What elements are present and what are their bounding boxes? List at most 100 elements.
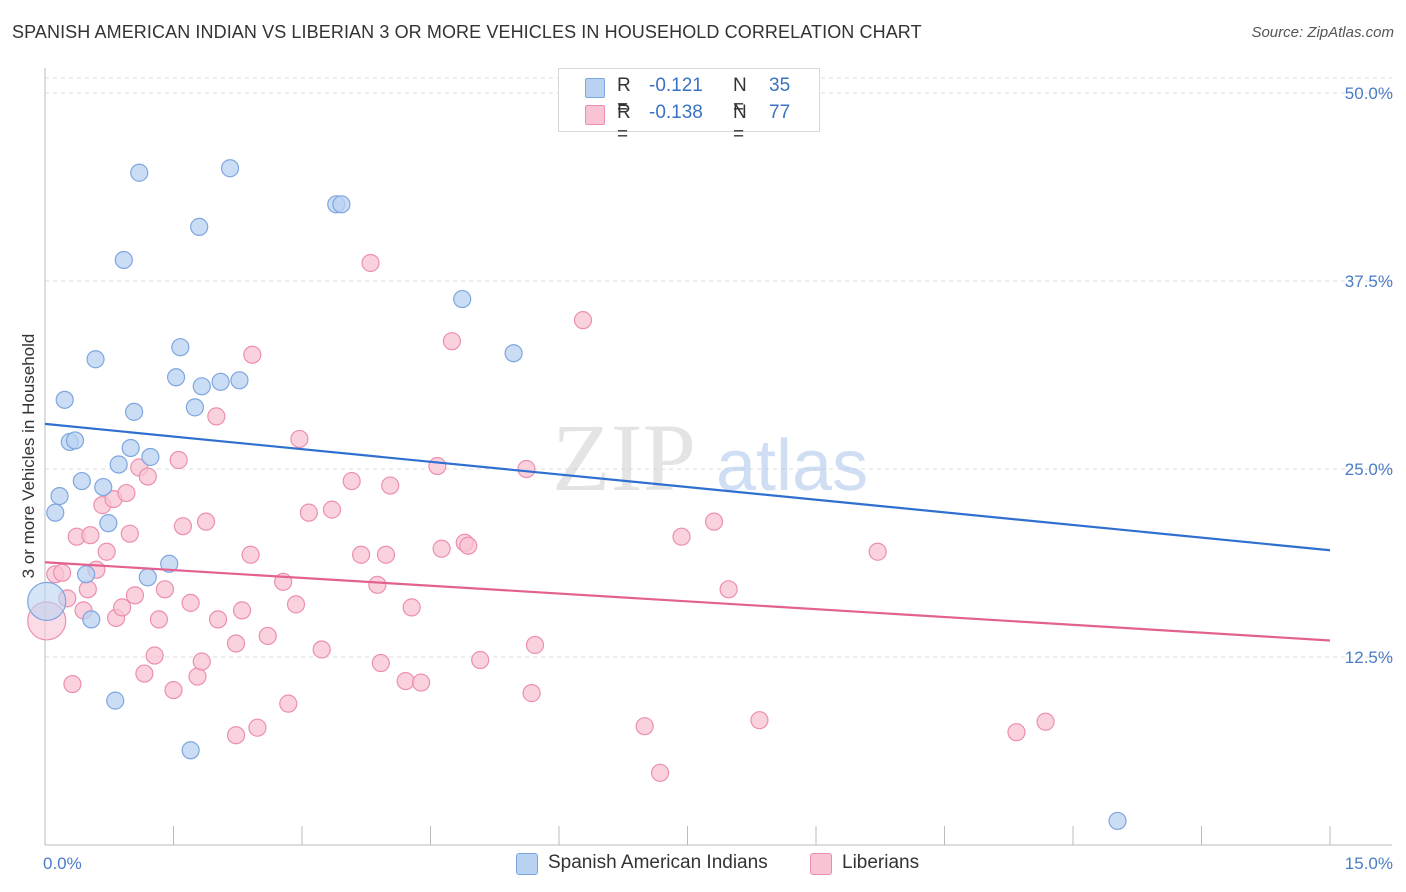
spanish-american-indians-point[interactable] xyxy=(86,350,105,369)
spanish-american-indians-point[interactable] xyxy=(141,447,160,467)
liberians-point[interactable] xyxy=(120,524,139,543)
spanish-american-indians-point[interactable] xyxy=(190,217,209,236)
liberians-point[interactable] xyxy=(164,680,183,700)
liberians-point[interactable] xyxy=(312,640,331,659)
liberians-point[interactable] xyxy=(522,684,541,703)
liberians-point[interactable] xyxy=(125,586,145,605)
liberians-point[interactable] xyxy=(1036,712,1055,731)
liberians-point[interactable] xyxy=(352,545,371,564)
liberians-point[interactable] xyxy=(155,580,175,599)
liberians-point[interactable] xyxy=(719,580,738,599)
liberians-point[interactable] xyxy=(750,711,769,730)
liberians-point[interactable] xyxy=(241,545,260,564)
spanish-american-indians-point[interactable] xyxy=(185,398,205,417)
liberians-point[interactable] xyxy=(258,626,277,646)
spanish-american-indians-point[interactable] xyxy=(124,402,144,421)
spanish-american-indians-point[interactable] xyxy=(77,565,96,584)
spanish-american-indians-point[interactable] xyxy=(166,368,186,387)
liberians-point[interactable] xyxy=(169,450,188,470)
liberians-point[interactable] xyxy=(650,763,670,782)
spanish-american-indians-point[interactable] xyxy=(220,159,240,178)
spanish-american-indians-point[interactable] xyxy=(192,377,211,396)
liberians-point[interactable] xyxy=(208,610,228,629)
liberians-point[interactable] xyxy=(361,253,380,273)
spanish-american-indians-point[interactable] xyxy=(109,455,128,474)
y-axis-label: 3 or more Vehicles in Household xyxy=(19,334,38,579)
liberians-point[interactable] xyxy=(207,407,226,426)
spanish-american-indians-point[interactable] xyxy=(94,477,113,497)
liberians-point[interactable] xyxy=(192,652,211,671)
liberians-point[interactable] xyxy=(226,634,246,653)
spanish-american-indians-point[interactable] xyxy=(332,195,351,214)
spanish-american-indians-point[interactable] xyxy=(1108,811,1127,831)
spanish-american-indians-point[interactable] xyxy=(121,438,140,458)
spanish-american-indians-point[interactable] xyxy=(50,486,69,506)
liberians-point[interactable] xyxy=(286,595,306,614)
liberians-point[interactable] xyxy=(290,429,309,449)
spanish-american-indians-point[interactable] xyxy=(130,163,149,182)
liberians-point[interactable] xyxy=(342,471,361,491)
liberians-point[interactable] xyxy=(81,526,100,545)
spanish-american-indians-point[interactable] xyxy=(230,371,249,390)
liberians-point[interactable] xyxy=(53,563,72,582)
source-credit[interactable]: Source: ZipAtlas.com xyxy=(1251,24,1394,41)
liberians-point[interactable] xyxy=(368,575,387,594)
spanish-american-indians-point[interactable] xyxy=(27,581,67,621)
liberians-point[interactable] xyxy=(149,610,169,629)
liberians-point[interactable] xyxy=(112,598,132,617)
liberians-point[interactable] xyxy=(117,483,136,503)
spanish-american-indians-point[interactable] xyxy=(99,514,118,533)
liberians-point[interactable] xyxy=(525,635,545,655)
liberians-point[interactable] xyxy=(672,527,691,546)
liberians-point[interactable] xyxy=(704,512,724,531)
liberians-point[interactable] xyxy=(868,542,887,561)
liberians-point[interactable] xyxy=(573,311,593,330)
liberians-point[interactable] xyxy=(1007,723,1026,742)
liberians-point[interactable] xyxy=(279,694,298,713)
liberians-point[interactable] xyxy=(322,500,342,519)
spanish-american-indians-point[interactable] xyxy=(55,390,74,409)
spanish-american-indians-point[interactable] xyxy=(46,503,65,522)
spanish-american-indians-point[interactable] xyxy=(181,741,200,760)
liberians-point[interactable] xyxy=(635,717,654,736)
liberians-point[interactable] xyxy=(173,517,193,536)
spanish-american-indians-point[interactable] xyxy=(453,289,472,309)
liberians-point[interactable] xyxy=(428,456,447,476)
liberians-point[interactable] xyxy=(376,545,396,564)
liberians-point[interactable] xyxy=(442,332,462,351)
liberians-point[interactable] xyxy=(97,542,116,561)
spanish-american-indians-point[interactable] xyxy=(138,568,157,587)
spanish-american-indians-point[interactable] xyxy=(211,372,230,391)
liberians-point[interactable] xyxy=(459,536,478,555)
liberians-point[interactable] xyxy=(145,646,164,665)
spanish-american-indians-point[interactable] xyxy=(504,344,523,363)
liberians-point[interactable] xyxy=(411,673,431,692)
spanish-american-indians-point[interactable] xyxy=(160,554,179,573)
liberians-point[interactable] xyxy=(232,601,252,620)
spanish-american-indians-point[interactable] xyxy=(82,610,101,629)
liberians-point[interactable] xyxy=(432,539,451,558)
spanish-american-indians-point[interactable] xyxy=(171,338,190,357)
spanish-american-indians-point[interactable] xyxy=(65,431,85,450)
liberians-point[interactable] xyxy=(381,476,400,495)
liberians-point[interactable] xyxy=(299,503,318,522)
liberians-point[interactable] xyxy=(396,671,415,691)
liberians-point[interactable] xyxy=(517,459,536,479)
liberians-point[interactable] xyxy=(402,598,421,617)
spanish-american-indians-point[interactable] xyxy=(114,250,133,270)
liberians-point[interactable] xyxy=(135,664,154,683)
spanish-american-indians-point[interactable] xyxy=(72,471,91,491)
liberians-point[interactable] xyxy=(471,650,490,670)
liberians-point[interactable] xyxy=(243,345,262,364)
spanish-american-indians-point[interactable] xyxy=(106,691,125,710)
liberians-point[interactable] xyxy=(196,512,216,531)
liberians-point[interactable] xyxy=(138,467,157,486)
liberians-point[interactable] xyxy=(371,653,390,673)
liberians-point[interactable] xyxy=(63,674,82,694)
liberians-point[interactable] xyxy=(78,580,97,599)
liberians-point[interactable] xyxy=(248,718,267,737)
liberians-point[interactable] xyxy=(188,667,207,686)
liberians-point[interactable] xyxy=(181,593,200,612)
liberians-point[interactable] xyxy=(226,726,246,745)
legend-n-value: 77 xyxy=(769,102,791,123)
